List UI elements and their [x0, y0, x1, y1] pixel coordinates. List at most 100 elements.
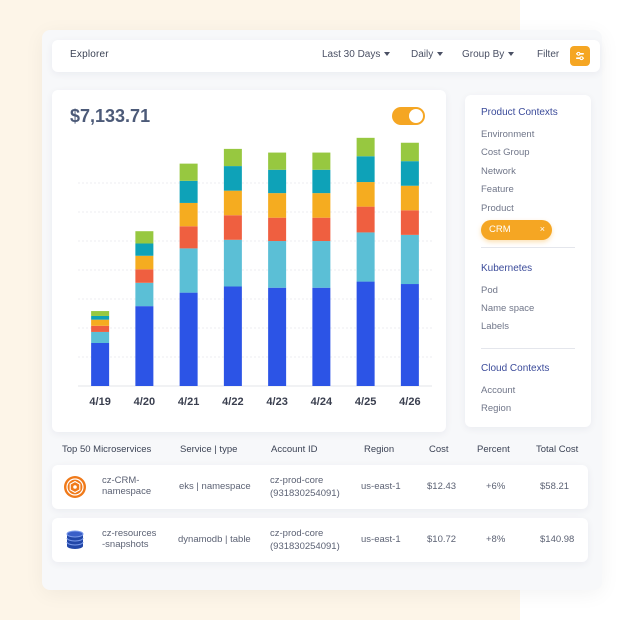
bar-segment-4-24-s5[interactable] [312, 152, 331, 170]
bar-segment-4-26-s5[interactable] [400, 142, 419, 162]
sidebar-item-name-space[interactable]: Name space [481, 303, 535, 314]
cloud-contexts-heading: Cloud Contexts [481, 363, 550, 374]
group-by-dropdown[interactable]: Group By [462, 49, 515, 60]
x-tick-label: 4/23 [266, 396, 287, 408]
table-row[interactable]: cz-CRM- namespace eks | namespace cz-pro… [52, 465, 588, 509]
sidebar-item-pod[interactable]: Pod [481, 285, 498, 296]
bar-segment-4-22-s5[interactable] [223, 148, 242, 167]
bar-segment-4-23-s1[interactable] [268, 241, 287, 288]
chevron-down-icon [437, 52, 444, 57]
column-header-percent[interactable]: Percent [477, 444, 510, 455]
x-tick-label: 4/21 [178, 396, 199, 408]
bar-segment-4-21-s0[interactable] [179, 292, 198, 386]
bar-segment-4-22-s4[interactable] [223, 166, 242, 191]
crm-filter-chip[interactable]: CRM × [481, 220, 552, 240]
bar-segment-4-22-s2[interactable] [223, 215, 242, 240]
bar-segment-4-20-s0[interactable] [135, 306, 154, 386]
bar-segment-4-26-s4[interactable] [400, 161, 419, 186]
bar-segment-4-19-s2[interactable] [91, 325, 110, 332]
bar-segment-4-22-s0[interactable] [223, 286, 242, 386]
bar-segment-4-25-s1[interactable] [356, 232, 375, 282]
bar-segment-4-25-s2[interactable] [356, 206, 375, 233]
service-name-line1: cz-resources [102, 528, 157, 539]
sidebar-item-product[interactable]: Product [481, 203, 514, 214]
divider [481, 247, 575, 248]
sidebar-item-cost-group[interactable]: Cost Group [481, 147, 530, 158]
bar-segment-4-19-s0[interactable] [91, 343, 110, 386]
bar-segment-4-24-s0[interactable] [312, 287, 331, 386]
table-row[interactable]: cz-resources -snapshots dynamodb | table… [52, 518, 588, 562]
bar-segment-4-23-s4[interactable] [268, 169, 287, 194]
bar-segment-4-25-s5[interactable] [356, 137, 375, 157]
date-range-dropdown[interactable]: Last 30 Days [322, 49, 391, 60]
bar-segment-4-21-s1[interactable] [179, 248, 198, 293]
filter-button[interactable] [570, 46, 590, 66]
bar-segment-4-25-s0[interactable] [356, 281, 375, 386]
x-tick-label: 4/20 [134, 396, 155, 408]
bar-segment-4-26-s0[interactable] [400, 284, 419, 386]
sidebar-item-environment[interactable]: Environment [481, 129, 535, 140]
column-header-microservices[interactable]: Top 50 Microservices [62, 444, 152, 455]
bar-segment-4-26-s1[interactable] [400, 234, 419, 285]
account-id: (931830254091) [270, 488, 340, 499]
sidebar-item-account[interactable]: Account [481, 385, 516, 396]
bar-segment-4-24-s3[interactable] [312, 193, 331, 218]
bar-segment-4-21-s5[interactable] [179, 163, 198, 181]
bar-segment-4-25-s3[interactable] [356, 182, 375, 207]
granularity-label: Daily [411, 49, 434, 60]
sidebar-item-feature[interactable]: Feature [481, 184, 514, 195]
kubernetes-heading: Kubernetes [481, 263, 533, 274]
account-name: cz-prod-core [270, 475, 324, 486]
bar-segment-4-23-s0[interactable] [268, 287, 287, 386]
bar-segment-4-24-s1[interactable] [312, 241, 331, 288]
bar-segment-4-19-s5[interactable] [91, 311, 110, 316]
column-header-cost[interactable]: Cost [429, 444, 449, 455]
sidebar-item-network[interactable]: Network [481, 166, 516, 177]
bar-segment-4-21-s4[interactable] [179, 180, 198, 203]
bar-segment-4-19-s1[interactable] [91, 331, 110, 343]
column-header-account-id[interactable]: Account ID [271, 444, 318, 455]
column-header-total-cost[interactable]: Total Cost [536, 444, 579, 455]
bar-segment-4-19-s3[interactable] [91, 319, 110, 326]
service-type: dynamodb | table [178, 534, 251, 545]
sidebar-item-labels[interactable]: Labels [481, 321, 509, 332]
x-tick-label: 4/22 [222, 396, 243, 408]
bar-segment-4-21-s3[interactable] [179, 202, 198, 227]
percent-value: +6% [486, 481, 506, 492]
bar-segment-4-20-s4[interactable] [135, 243, 154, 256]
sidebar-item-region[interactable]: Region [481, 403, 512, 414]
bar-segment-4-26-s3[interactable] [400, 185, 419, 211]
bar-segment-4-23-s2[interactable] [268, 217, 287, 242]
filter-label[interactable]: Filter [537, 49, 560, 60]
bar-segment-4-26-s2[interactable] [400, 210, 419, 235]
cost-value: $12.43 [427, 481, 457, 492]
bar-segment-4-23-s3[interactable] [268, 193, 287, 218]
bar-segment-4-25-s4[interactable] [356, 156, 375, 183]
column-header-region[interactable]: Region [364, 444, 395, 455]
bar-segment-4-24-s4[interactable] [312, 169, 331, 194]
percent-value: +8% [486, 534, 506, 545]
page-title: Explorer [70, 49, 109, 60]
dynamodb-icon [66, 530, 84, 549]
bar-segment-4-24-s2[interactable] [312, 217, 331, 242]
account-id: (931830254091) [270, 541, 340, 552]
region-value: us-east-1 [361, 481, 401, 492]
bar-segment-4-20-s2[interactable] [135, 269, 154, 283]
bar-segment-4-19-s4[interactable] [91, 315, 110, 320]
granularity-dropdown[interactable]: Daily [411, 49, 444, 60]
cost-value: $10.72 [427, 534, 457, 545]
bar-segment-4-22-s1[interactable] [223, 239, 242, 287]
bar-segment-4-20-s1[interactable] [135, 282, 154, 307]
divider [481, 348, 575, 349]
column-header-service-type[interactable]: Service | type [180, 444, 238, 455]
chart-toggle[interactable] [392, 107, 425, 125]
bar-segment-4-20-s5[interactable] [135, 231, 154, 244]
crm-chip-label: CRM [489, 224, 511, 235]
bar-segment-4-20-s3[interactable] [135, 255, 154, 270]
group-by-label: Group By [462, 49, 505, 60]
bar-segment-4-21-s2[interactable] [179, 226, 198, 249]
filter-icon [576, 51, 584, 61]
bar-segment-4-22-s3[interactable] [223, 190, 242, 216]
close-icon[interactable]: × [539, 224, 545, 234]
bar-segment-4-23-s5[interactable] [268, 152, 287, 170]
